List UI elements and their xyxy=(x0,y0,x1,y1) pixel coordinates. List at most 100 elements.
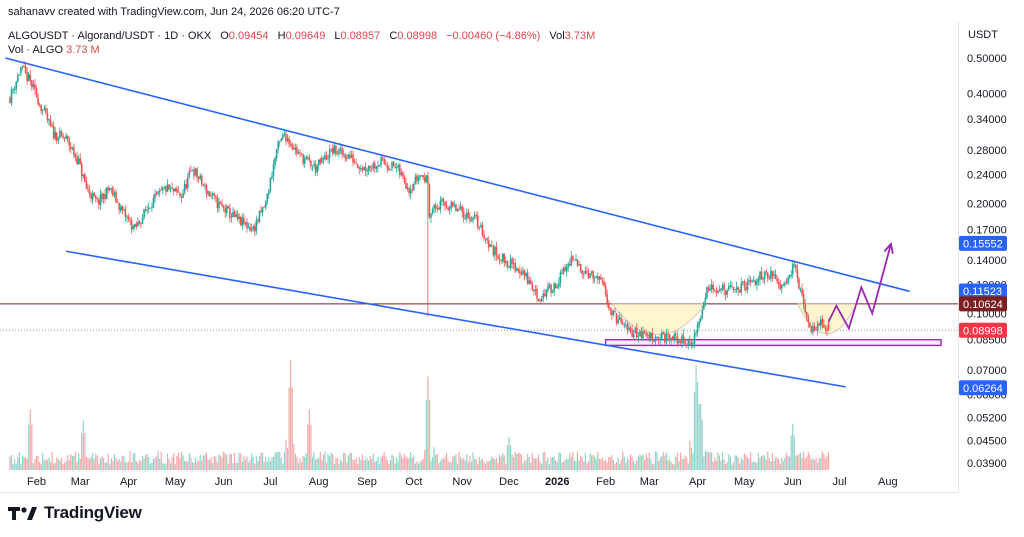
volume-bar xyxy=(827,452,830,470)
price-badge-label: 0.10624 xyxy=(963,299,1003,311)
candle-body xyxy=(420,175,423,177)
volume-bar xyxy=(81,432,83,470)
symbol-title[interactable]: ALGOUSDT · Algorand/USDT · 1D · OKX xyxy=(8,30,212,42)
volume-bar xyxy=(732,462,735,470)
volume-bar xyxy=(597,451,599,470)
volume-bar xyxy=(625,462,627,470)
candle-body xyxy=(165,186,167,192)
volume-bar xyxy=(453,456,455,470)
volume-bar xyxy=(378,463,381,470)
volume-bar xyxy=(673,464,675,470)
volume-bar xyxy=(477,463,479,470)
candle-body xyxy=(408,188,410,194)
candle-body xyxy=(695,332,697,334)
candle-body xyxy=(653,340,655,342)
candle-body xyxy=(495,246,498,256)
candle-body xyxy=(388,167,390,170)
candle-body xyxy=(43,108,46,110)
candle-body xyxy=(562,267,565,274)
candle-body xyxy=(547,286,549,291)
volume-bar xyxy=(801,458,803,470)
candle-body xyxy=(448,207,451,210)
candle-body xyxy=(748,279,750,282)
candle-body xyxy=(280,138,283,142)
candle-body xyxy=(171,187,173,189)
candle-body xyxy=(246,221,248,229)
candle-body xyxy=(383,158,386,164)
volume-bar xyxy=(795,455,797,470)
candle-body xyxy=(405,182,407,189)
candle-body xyxy=(221,203,223,206)
volume-bar xyxy=(790,435,792,470)
candles xyxy=(9,61,830,350)
volume-bar xyxy=(327,453,329,470)
tradingview-brand[interactable]: TradingView xyxy=(8,503,142,523)
volume-bar xyxy=(806,456,808,470)
candle-body xyxy=(124,209,127,217)
candle-body xyxy=(598,276,601,280)
volume-bar xyxy=(330,452,332,470)
candle-body xyxy=(204,185,206,187)
candle-body xyxy=(749,279,752,282)
volume-bar xyxy=(615,462,618,470)
volume-bar xyxy=(288,387,290,470)
volume-bar xyxy=(297,463,300,470)
volume-bar xyxy=(155,456,158,470)
candle-body xyxy=(325,154,328,160)
candle-body xyxy=(484,238,487,239)
candle-body xyxy=(542,293,545,299)
volume-bar xyxy=(49,462,52,470)
volume-bar xyxy=(467,462,470,470)
candle-body xyxy=(763,271,766,279)
volume-series-label[interactable]: Vol · ALGO xyxy=(8,44,64,56)
volume-bar xyxy=(123,455,125,470)
volume-bar xyxy=(430,460,432,470)
volume-bar xyxy=(592,454,594,470)
candle-body xyxy=(319,159,322,164)
volume-bar xyxy=(171,457,173,470)
candle-body xyxy=(381,157,384,159)
volume-bar xyxy=(269,461,271,470)
volume-bar xyxy=(14,458,16,470)
volume-bar xyxy=(651,464,653,470)
candle-body xyxy=(52,125,55,139)
price-tick-label: 0.07000 xyxy=(967,365,1007,377)
volume-bar xyxy=(382,455,384,470)
candle-body xyxy=(370,168,373,170)
candle-body xyxy=(612,311,615,316)
candle-body xyxy=(659,339,661,341)
candle-body xyxy=(411,189,414,191)
volume-bar xyxy=(198,460,200,470)
candle-body xyxy=(657,337,660,341)
volume-bar xyxy=(555,460,557,470)
candle-body xyxy=(358,167,361,169)
time-tick-label: Dec xyxy=(499,476,519,488)
candle-body xyxy=(316,166,318,173)
volume-bar xyxy=(559,453,562,470)
volume-bar xyxy=(51,451,53,470)
volume-bar xyxy=(489,460,491,470)
volume-bar xyxy=(179,458,181,470)
volume-bar xyxy=(556,461,558,470)
volume-bar xyxy=(392,456,395,470)
tradingview-logo-icon xyxy=(8,507,37,520)
volume-bar xyxy=(682,458,685,470)
volume-bar xyxy=(166,453,169,470)
volume-bar xyxy=(65,461,67,470)
candle-body xyxy=(735,287,738,290)
time-tick-label: Jul xyxy=(263,476,277,488)
volume-bar xyxy=(601,457,604,470)
candle-body xyxy=(519,270,521,274)
volume-bar xyxy=(662,452,664,470)
candle-body xyxy=(38,104,41,106)
candle-body xyxy=(529,280,532,284)
candle-body xyxy=(26,72,28,81)
candle-body xyxy=(799,288,802,290)
volume-bar xyxy=(643,459,646,470)
candle-body xyxy=(73,147,75,156)
candle-body xyxy=(146,209,149,211)
candle-body xyxy=(679,341,682,344)
candle-body xyxy=(347,154,350,159)
candle-body xyxy=(285,134,287,142)
